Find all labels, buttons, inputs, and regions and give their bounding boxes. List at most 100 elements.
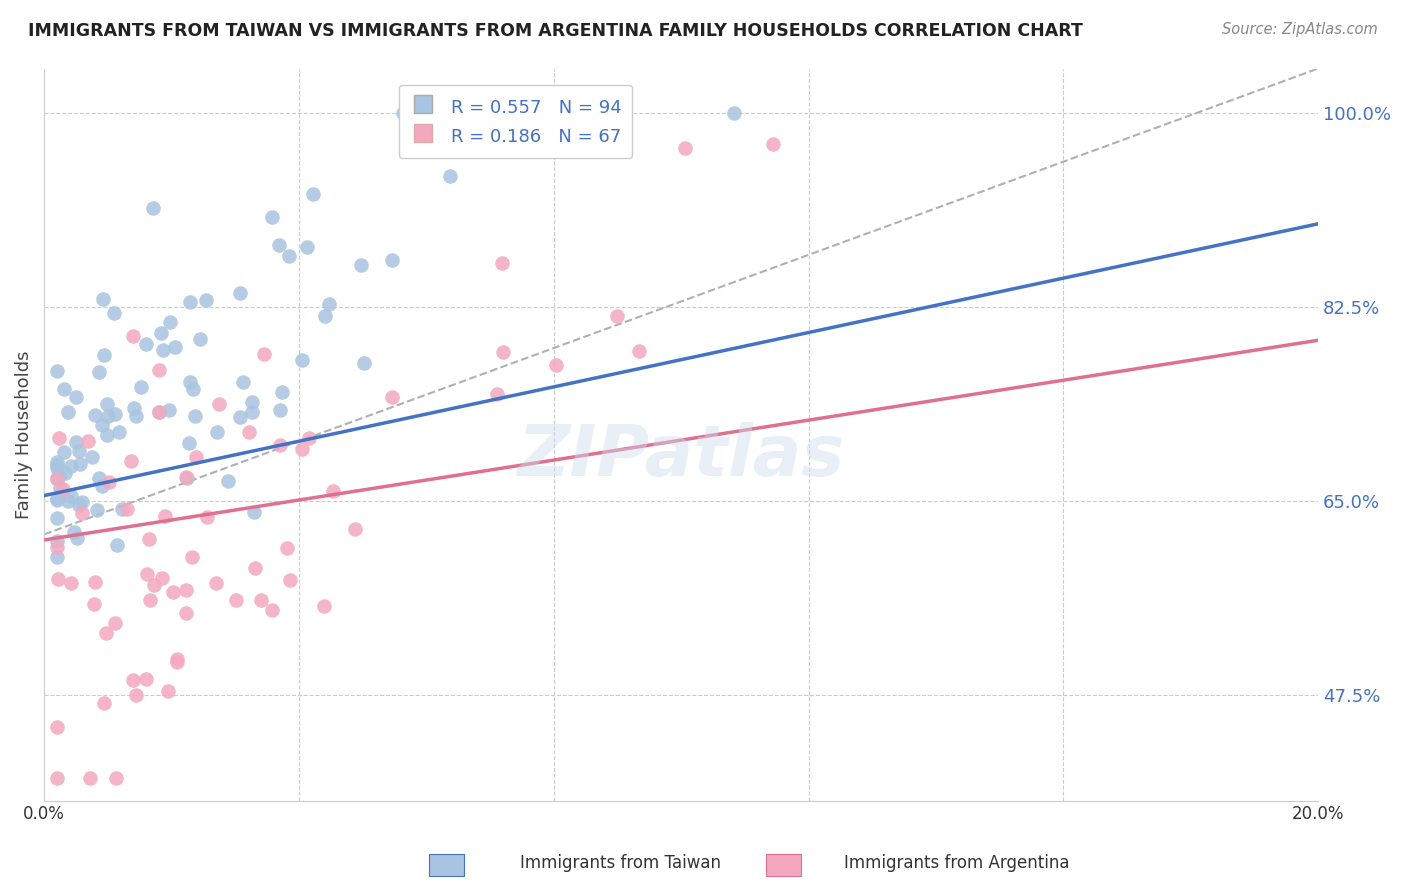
Point bbox=[302, 187, 325, 202]
Text: Source: ZipAtlas.com: Source: ZipAtlas.com bbox=[1222, 22, 1378, 37]
Point bbox=[45, 533, 67, 548]
Point bbox=[606, 309, 628, 323]
Point bbox=[52, 482, 75, 496]
Point bbox=[45, 511, 67, 525]
Point bbox=[188, 332, 211, 346]
Point bbox=[506, 106, 529, 120]
Point bbox=[181, 383, 204, 397]
Point bbox=[723, 106, 745, 120]
Point bbox=[108, 425, 131, 440]
Point bbox=[291, 353, 314, 368]
Point bbox=[179, 436, 201, 450]
Point bbox=[512, 106, 534, 120]
Point bbox=[589, 106, 612, 120]
Point bbox=[179, 295, 201, 310]
Point bbox=[243, 505, 266, 519]
Point bbox=[232, 375, 254, 389]
Point bbox=[180, 550, 202, 565]
Point bbox=[93, 347, 115, 361]
Point bbox=[60, 576, 83, 591]
Point bbox=[135, 337, 157, 351]
Text: Immigrants from Taiwan: Immigrants from Taiwan bbox=[520, 855, 721, 872]
Point bbox=[84, 574, 107, 589]
Point bbox=[56, 493, 79, 508]
Point bbox=[270, 384, 292, 399]
Point bbox=[143, 578, 166, 592]
Point bbox=[314, 309, 336, 323]
Point bbox=[491, 256, 513, 270]
Point bbox=[45, 471, 67, 485]
Point bbox=[150, 326, 173, 341]
Point bbox=[87, 365, 110, 379]
Point bbox=[391, 106, 413, 120]
Point bbox=[298, 431, 321, 445]
Point bbox=[103, 306, 125, 320]
Point bbox=[165, 340, 187, 354]
Point bbox=[152, 343, 174, 358]
Point bbox=[48, 572, 70, 586]
Point bbox=[353, 356, 375, 370]
Point bbox=[45, 472, 67, 486]
Point bbox=[312, 599, 335, 614]
Point bbox=[105, 772, 128, 786]
Point bbox=[45, 458, 67, 472]
Point bbox=[121, 673, 143, 687]
Point bbox=[83, 408, 105, 422]
Point bbox=[194, 293, 217, 308]
Point bbox=[591, 106, 613, 120]
Point bbox=[91, 417, 114, 432]
Point bbox=[94, 625, 117, 640]
Point bbox=[120, 454, 142, 468]
Point bbox=[135, 566, 157, 581]
Point bbox=[492, 345, 515, 359]
Point bbox=[350, 258, 373, 272]
Point bbox=[240, 405, 263, 419]
Point bbox=[122, 401, 145, 416]
Point bbox=[98, 475, 121, 489]
Point bbox=[45, 460, 67, 475]
Text: Immigrants from Argentina: Immigrants from Argentina bbox=[844, 855, 1069, 872]
Point bbox=[479, 106, 502, 120]
Point bbox=[58, 405, 80, 419]
Point bbox=[45, 363, 67, 377]
Y-axis label: Family Households: Family Households bbox=[15, 351, 32, 519]
Point bbox=[104, 616, 127, 631]
Point bbox=[89, 471, 111, 485]
Point bbox=[162, 584, 184, 599]
Point bbox=[344, 523, 367, 537]
Point bbox=[291, 442, 314, 456]
Point bbox=[485, 386, 508, 401]
Point bbox=[252, 346, 274, 360]
Point bbox=[228, 410, 250, 425]
Point bbox=[63, 525, 86, 540]
Point bbox=[96, 428, 118, 442]
Point bbox=[278, 249, 301, 263]
Point bbox=[80, 450, 103, 464]
Point bbox=[96, 397, 118, 411]
Point bbox=[45, 720, 67, 734]
Point bbox=[229, 285, 252, 300]
Point bbox=[105, 538, 128, 552]
Point bbox=[157, 402, 180, 417]
Point bbox=[150, 571, 173, 585]
Point bbox=[269, 438, 291, 452]
Point bbox=[415, 122, 437, 136]
Point bbox=[205, 425, 228, 439]
Point bbox=[267, 238, 290, 252]
Point bbox=[142, 201, 165, 215]
Point bbox=[318, 297, 340, 311]
Point bbox=[184, 450, 207, 465]
Point bbox=[111, 501, 134, 516]
Point bbox=[250, 593, 273, 607]
Point bbox=[148, 405, 170, 419]
Point bbox=[125, 688, 148, 702]
Point bbox=[260, 210, 283, 224]
Point bbox=[762, 136, 785, 151]
Point bbox=[83, 597, 105, 611]
Point bbox=[45, 549, 67, 564]
Point bbox=[46, 772, 69, 786]
Point bbox=[381, 391, 404, 405]
Point bbox=[45, 540, 67, 554]
Point bbox=[225, 592, 247, 607]
Point bbox=[297, 240, 319, 254]
